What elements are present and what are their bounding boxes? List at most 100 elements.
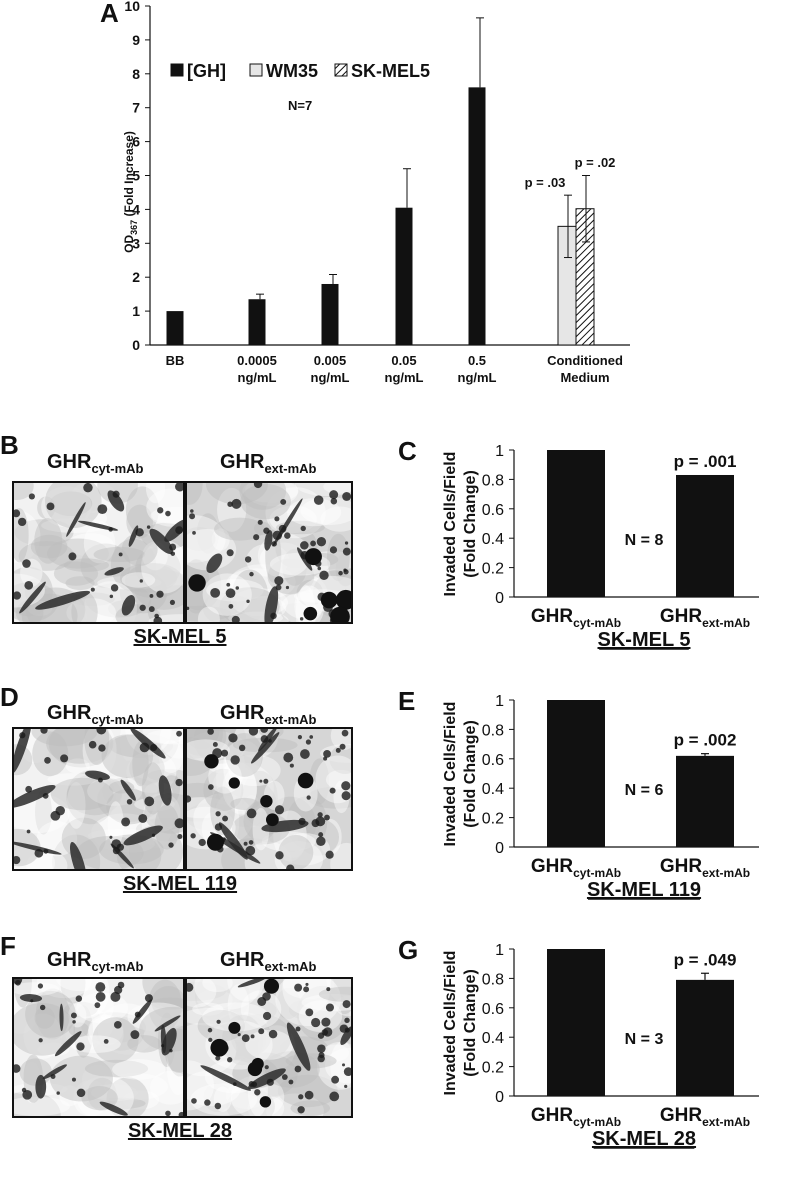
micrograph-image (12, 977, 185, 1118)
y-tick-label: 0.2 (482, 1060, 504, 1077)
chart-g-invaded-cells-sk-mel-28: 0 0.2 0.4 0.6 0.8 1 Invaded Cells/Field (Fold C… (442, 942, 759, 1150)
legend-label: [GH] (187, 61, 226, 81)
legend-swatch (249, 63, 263, 77)
micrograph-image (185, 977, 353, 1118)
y-axis-label-line2: (Fold Change) (462, 969, 479, 1077)
y-tick-label: 0.8 (482, 472, 504, 489)
y-tick-label: 0.4 (482, 781, 504, 798)
bar-cyt-mab (547, 450, 605, 597)
y-axis-label-line2: (Fold Change) (462, 470, 479, 578)
y-tick-label: 7 (132, 100, 140, 116)
bar-sk-mel5 (575, 208, 595, 346)
x-tick-label: 0.005 (314, 353, 347, 368)
n-annotation: N = 8 (625, 532, 664, 549)
x-tick-label: GHRcyt-mAb (531, 1105, 621, 1129)
ext-mab-title: GHRext-mAb (220, 451, 317, 476)
x-tick-label: Conditioned (547, 353, 623, 368)
y-tick-label: 1 (495, 693, 504, 710)
y-tick-label: 3 (132, 235, 140, 251)
y-tick-label: 0 (132, 337, 140, 353)
y-tick-label: 0.8 (482, 722, 504, 739)
n-annotation: N = 6 (625, 782, 664, 799)
micrograph-image (185, 727, 353, 871)
x-tick-label: ng/mL (385, 370, 424, 385)
panel-label-a: A (100, 0, 119, 28)
micrograph-image (12, 481, 185, 624)
y-axis-label-line1: Invaded Cells/Field (442, 951, 459, 1096)
y-tick-label: 0.8 (482, 971, 504, 988)
y-tick-label: 2 (132, 269, 140, 285)
x-tick-label: Medium (560, 370, 609, 385)
cell-line-label: SK-MEL 28 (127, 1120, 233, 1142)
panel-label-e: E (398, 686, 416, 716)
y-axis-label-line2: (Fold Change) (462, 720, 479, 828)
y-tick-label: 0 (495, 840, 504, 857)
x-tick-label: 0.5 (468, 353, 486, 368)
p-value-wm35: p = .03 (525, 175, 566, 190)
bar-gh (321, 283, 339, 345)
y-axis-label-line1: Invaded Cells/Field (442, 702, 459, 847)
n-annotation: N=7 (288, 98, 312, 113)
bar-gh (395, 207, 413, 345)
y-tick-label: 10 (124, 0, 140, 14)
chart-e-invaded-cells-sk-mel-119: 0 0.2 0.4 0.6 0.8 1 Invaded Cells/Field (Fold C… (442, 693, 759, 901)
y-tick-label: 0.4 (482, 531, 504, 548)
cyt-mab-title: GHRcyt-mAb (47, 702, 144, 727)
y-tick-label: 6 (132, 134, 140, 150)
p-value-sk-mel5: p = .02 (575, 155, 616, 170)
x-tick-label: GHRcyt-mAb (531, 606, 621, 630)
bar-cyt-mab (547, 949, 605, 1096)
y-tick-label: 0.6 (482, 752, 504, 769)
panel-label-d: D (0, 682, 19, 712)
panel-label-g: G (398, 935, 419, 965)
panel-label-c: C (398, 436, 417, 466)
cell-line-label: SK-MEL 5 (598, 629, 691, 651)
legend-label: SK-MEL5 (351, 61, 430, 81)
cell-line-label: SK-MEL 28 (592, 1128, 696, 1150)
n-annotation: N = 3 (625, 1031, 664, 1048)
x-tick-label: GHRext-mAb (660, 1105, 750, 1129)
bar-ext-mab (676, 474, 734, 597)
bar-ext-mab (676, 755, 734, 847)
cyt-mab-title: GHRcyt-mAb (47, 949, 144, 974)
y-tick-label: 5 (132, 168, 140, 184)
y-tick-label: 9 (132, 32, 140, 48)
cell-line-label: SK-MEL 5 (133, 626, 227, 648)
p-value: p = .001 (674, 452, 737, 471)
ext-mab-title: GHRext-mAb (220, 949, 317, 974)
p-value: p = .002 (674, 731, 737, 750)
panel-label-f: F (0, 931, 16, 961)
x-tick-label: 0.0005 (237, 353, 277, 368)
p-value: p = .049 (674, 950, 737, 969)
x-tick-label: ng/mL (311, 370, 350, 385)
y-tick-label: 1 (495, 942, 504, 959)
x-tick-label: 0.05 (391, 353, 416, 368)
cell-line-label: SK-MEL 119 (122, 873, 238, 895)
x-tick-label: GHRext-mAb (660, 856, 750, 880)
bar-cyt-mab (547, 700, 605, 847)
bar-gh (248, 299, 266, 345)
micrograph-image (12, 727, 185, 871)
y-tick-label: 0 (495, 590, 504, 607)
x-tick-label: BB (166, 353, 185, 368)
y-tick-label: 1 (495, 443, 504, 460)
y-tick-label: 0.6 (482, 502, 504, 519)
panel-label-b: B (0, 430, 19, 460)
chart-c-invaded-cells-sk-mel-5: 0 0.2 0.4 0.6 0.8 1 Invaded Cells/Field (Fold C… (442, 443, 759, 651)
legend-label: WM35 (266, 61, 318, 81)
y-tick-label: 0.6 (482, 1001, 504, 1018)
y-tick-label: 8 (132, 66, 140, 82)
cyt-mab-title: GHRcyt-mAb (47, 451, 144, 476)
y-tick-label: 0.2 (482, 811, 504, 828)
y-axis-label: OD367 (Fold Increase) (122, 131, 139, 253)
micrograph-image (185, 481, 353, 624)
y-tick-label: 0.4 (482, 1030, 504, 1047)
bar-ext-mab (676, 979, 734, 1096)
legend-swatch (334, 63, 348, 77)
y-tick-label: 1 (132, 303, 140, 319)
x-tick-label: ng/mL (458, 370, 497, 385)
bar-wm35 (557, 225, 577, 346)
cell-line-label: SK-MEL 119 (587, 879, 701, 901)
ext-mab-title: GHRext-mAb (220, 702, 317, 727)
bar-gh (468, 87, 486, 346)
